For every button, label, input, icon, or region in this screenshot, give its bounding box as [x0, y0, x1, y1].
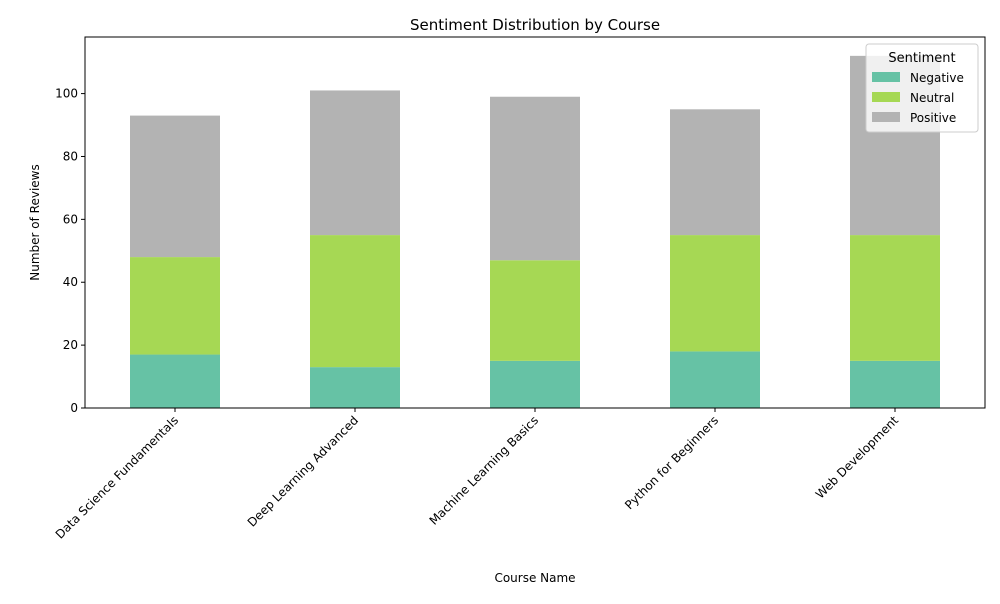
x-axis-label: Course Name	[494, 571, 575, 585]
legend-label-positive: Positive	[910, 111, 956, 125]
bar-neutral-1	[130, 257, 220, 355]
y-axis-label: Number of Reviews	[28, 164, 42, 280]
chart-title: Sentiment Distribution by Course	[410, 16, 660, 34]
bar-positive-4	[670, 109, 760, 236]
bar-positive-1	[130, 115, 220, 258]
legend: Sentiment Negative Neutral Positive	[865, 43, 979, 133]
legend-label-negative: Negative	[910, 71, 964, 85]
legend-items: Negative Neutral Positive	[872, 71, 964, 125]
bar-positive-3	[490, 96, 580, 261]
y-tick-label: 80	[63, 149, 78, 163]
legend-swatch-positive	[872, 112, 900, 122]
y-tick-label: 100	[55, 87, 78, 101]
bar-negative-1	[130, 354, 220, 408]
bar-negative-5	[850, 360, 940, 408]
y-tick-label: 0	[70, 401, 78, 415]
legend-box	[865, 43, 979, 133]
legend-title: Sentiment	[888, 51, 955, 66]
y-tick-label: 40	[63, 275, 78, 289]
bars-layer	[130, 55, 940, 408]
x-tick-label: Machine Learning Basics	[427, 413, 542, 528]
bar-neutral-4	[670, 235, 760, 352]
plot-frame	[84, 36, 986, 409]
x-tick-label: Data Science Fundamentals	[53, 413, 181, 541]
x-tick-label: Deep Learning Advanced	[245, 413, 361, 529]
y-tick-label: 20	[63, 338, 78, 352]
bar-neutral-3	[490, 260, 580, 361]
bar-negative-2	[310, 367, 400, 408]
bar-neutral-5	[850, 235, 940, 361]
bar-positive-2	[310, 90, 400, 236]
y-tick-label: 60	[63, 212, 78, 226]
bar-neutral-2	[310, 235, 400, 368]
x-tick-label: Python for Beginners	[622, 413, 721, 512]
legend-swatch-negative	[872, 72, 900, 82]
legend-swatch-neutral	[872, 92, 900, 102]
bar-negative-4	[670, 351, 760, 408]
legend-label-neutral: Neutral	[910, 91, 954, 105]
x-tick-label: Web Development	[813, 413, 901, 501]
bar-negative-3	[490, 360, 580, 408]
